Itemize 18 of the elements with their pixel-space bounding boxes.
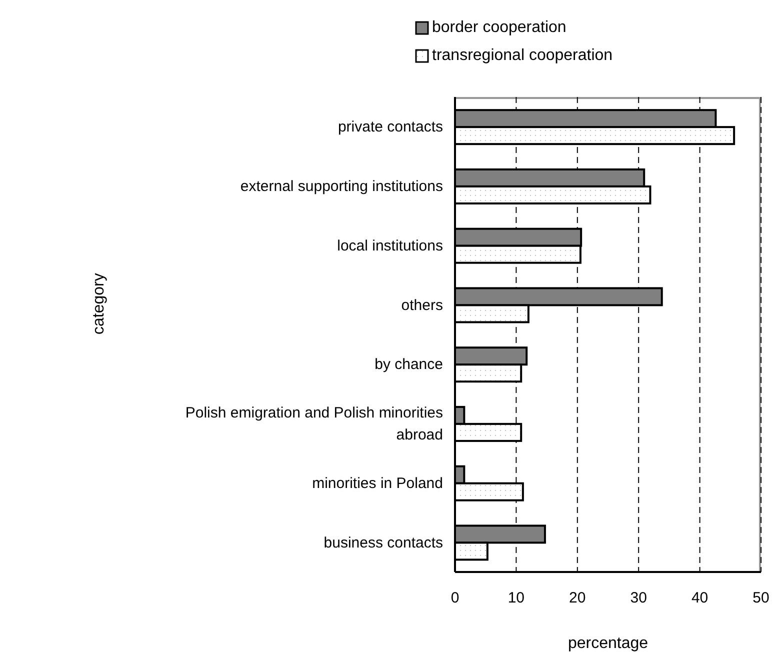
x-tick-label: 0	[450, 590, 460, 607]
y-tick-label: private contacts	[338, 118, 443, 136]
y-tick-label: Polish emigration and Polish minorities abroad	[185, 404, 443, 444]
y-tick-label: business contacts	[324, 534, 443, 551]
y-tick-label: by chance	[374, 356, 443, 373]
x-axis-title: percentage	[568, 635, 648, 652]
legend-label: transregional cooperation	[432, 46, 613, 66]
y-axis-title: category	[90, 273, 108, 334]
y-tick-label: external supporting institutions	[240, 178, 443, 195]
y-tick-label: minorities in Poland	[312, 474, 443, 492]
x-tick-label: 50	[752, 590, 770, 607]
x-tick-label: 10	[508, 590, 525, 607]
legend-label: border cooperation	[432, 18, 566, 38]
y-tick-label: others	[401, 296, 443, 314]
y-tick-label: local institutions	[337, 236, 443, 254]
x-tick-label: 20	[569, 590, 586, 607]
x-tick-label: 40	[691, 590, 708, 607]
x-tick-label: 30	[630, 590, 647, 607]
